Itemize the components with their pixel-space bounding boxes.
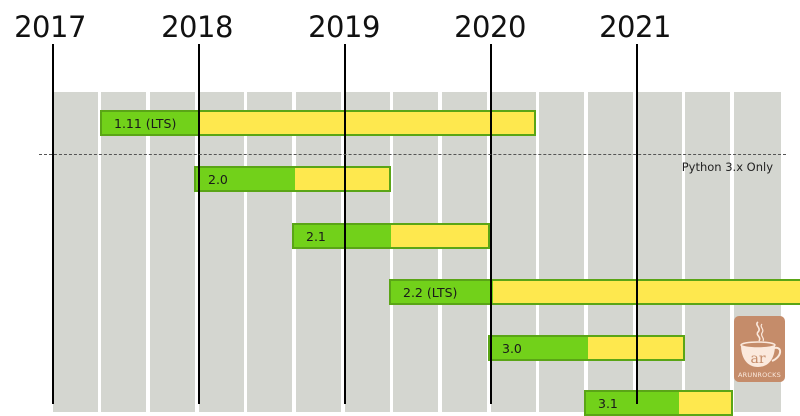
python3-divider-label: Python 3.x Only <box>681 160 773 174</box>
year-label-2019: 2019 <box>308 10 380 44</box>
grid-column <box>685 92 730 412</box>
mainstream-segment: 3.1 <box>586 392 679 414</box>
svg-text:ar: ar <box>750 351 765 367</box>
release-label: 2.0 <box>208 172 228 187</box>
year-line-2017 <box>52 44 54 404</box>
grid-column <box>637 92 682 412</box>
release-bar-3-1: 3.1 <box>584 390 733 416</box>
grid-column <box>296 92 341 412</box>
year-label-2020: 2020 <box>454 10 526 44</box>
release-label: 2.1 <box>306 229 326 244</box>
release-bar-2-2: 2.2 (LTS) <box>389 279 800 305</box>
grid-column <box>491 92 536 412</box>
grid-column <box>588 92 633 412</box>
year-line-2020 <box>490 44 492 404</box>
grid-column <box>247 92 292 412</box>
release-bar-2-0: 2.0 <box>194 166 391 192</box>
release-bar-1-11: 1.11 (LTS) <box>100 110 536 136</box>
release-label: 3.0 <box>502 341 522 356</box>
mainstream-segment: 3.0 <box>490 337 588 359</box>
mainstream-segment: 2.1 <box>294 225 391 247</box>
year-line-2021 <box>636 44 638 404</box>
grid-column <box>150 92 195 412</box>
mainstream-segment: 1.11 (LTS) <box>102 112 200 134</box>
coffee-cup-icon: ar <box>740 321 782 367</box>
grid-column <box>442 92 487 412</box>
year-label-2017: 2017 <box>14 10 86 44</box>
release-bar-2-1: 2.1 <box>292 223 490 249</box>
grid-column <box>101 92 146 412</box>
release-label: 2.2 (LTS) <box>403 285 458 300</box>
grid-column <box>539 92 584 412</box>
logo-text: ARUNROCKS <box>738 371 781 379</box>
grid-column <box>53 92 98 412</box>
mainstream-segment: 2.2 (LTS) <box>391 281 493 303</box>
release-label: 3.1 <box>598 396 618 411</box>
release-bar-3-0: 3.0 <box>488 335 685 361</box>
year-line-2018 <box>198 44 200 404</box>
grid-column <box>393 92 438 412</box>
arunrocks-logo: ar ARUNROCKS <box>734 316 785 382</box>
mainstream-segment: 2.0 <box>196 168 295 190</box>
year-label-2021: 2021 <box>599 10 671 44</box>
year-label-2018: 2018 <box>161 10 233 44</box>
year-line-2019 <box>344 44 346 404</box>
grid-column <box>199 92 244 412</box>
release-label: 1.11 (LTS) <box>114 116 177 131</box>
grid-column <box>345 92 390 412</box>
python3-divider <box>39 154 786 155</box>
